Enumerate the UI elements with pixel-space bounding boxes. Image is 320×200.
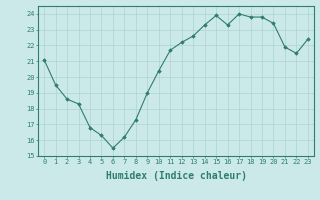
X-axis label: Humidex (Indice chaleur): Humidex (Indice chaleur) xyxy=(106,171,246,181)
